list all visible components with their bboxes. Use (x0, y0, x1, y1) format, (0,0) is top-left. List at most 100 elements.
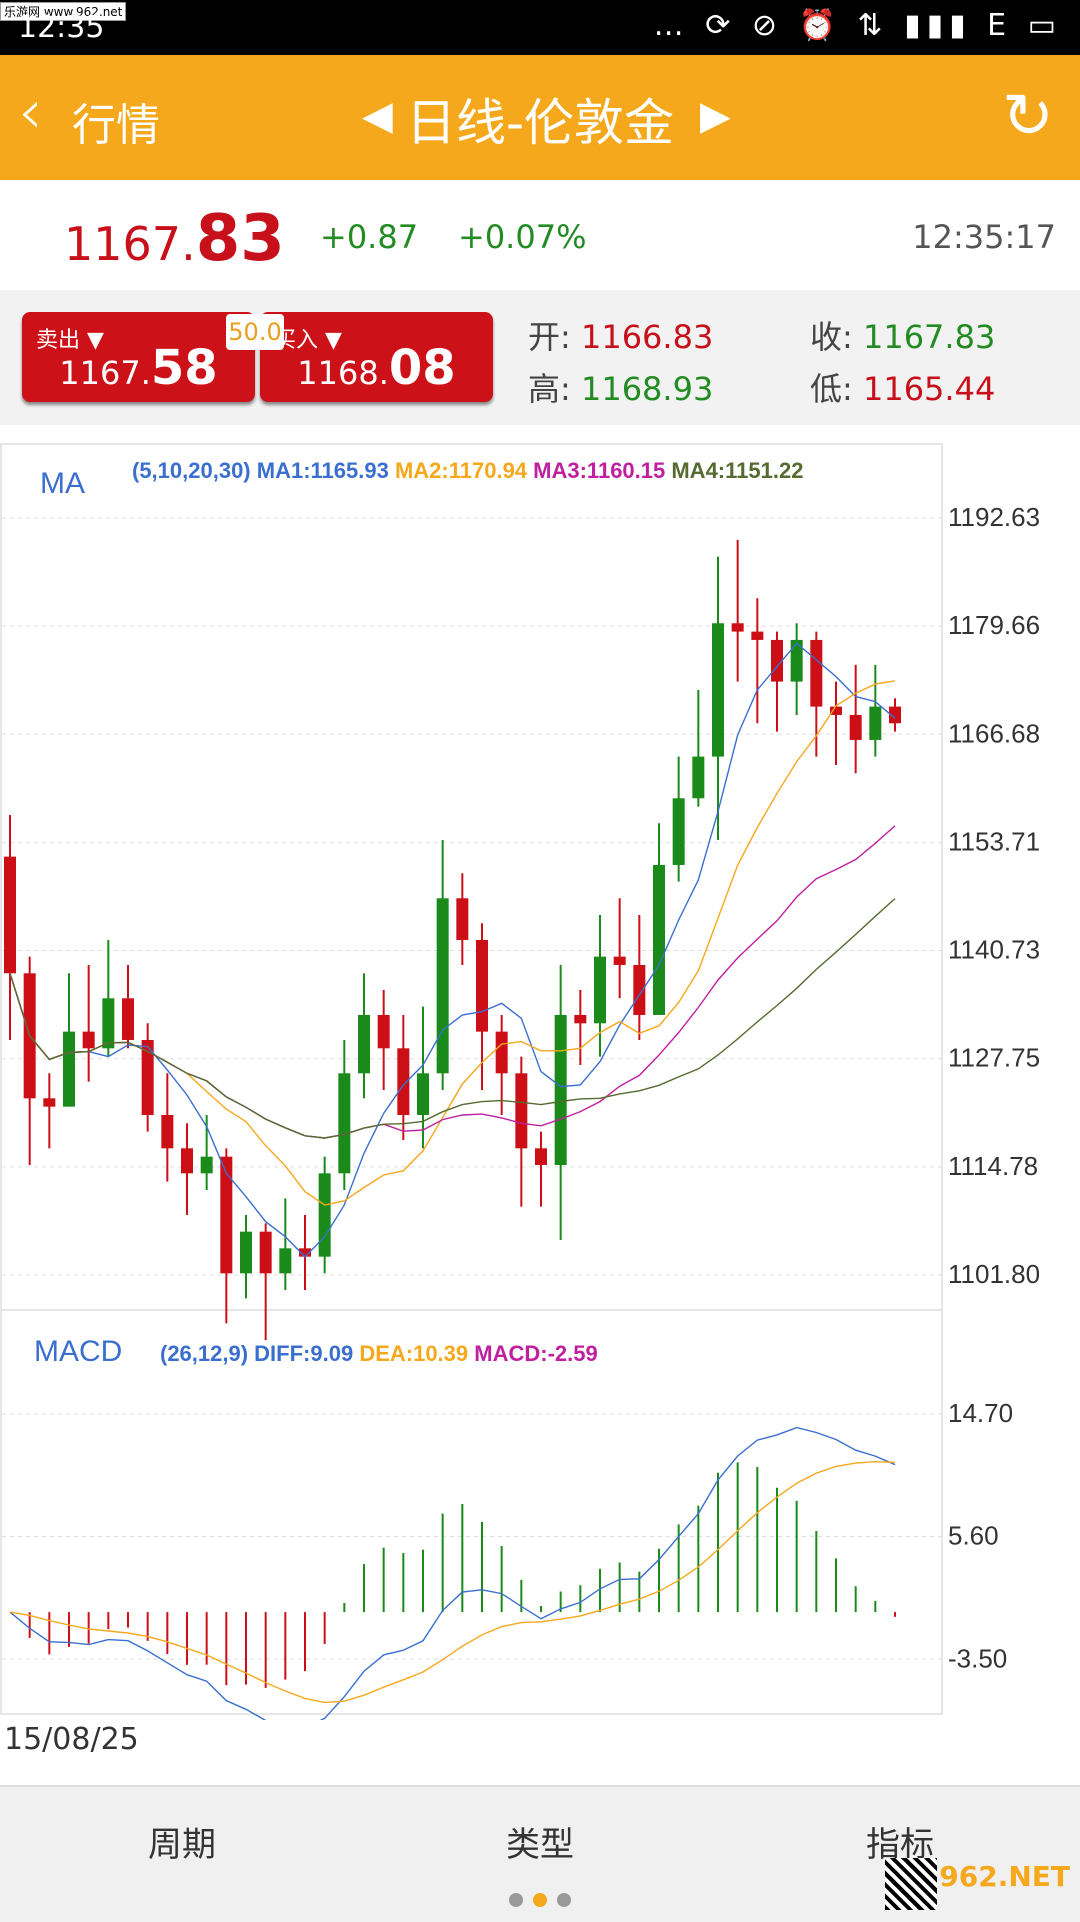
page-title: 日线-伦敦金 (405, 94, 675, 152)
ma-line (9, 680, 896, 1206)
page-indicator (0, 1892, 1080, 1911)
candle-body (122, 998, 134, 1040)
candle-body (830, 706, 842, 715)
candle-body (810, 639, 823, 707)
candle-body (358, 1014, 370, 1074)
prev-chevron-icon[interactable]: ◀ (362, 93, 393, 139)
trade-panel: 卖出 ▼ 1167.58 买入 ▼ 1168.08 50.0 开: 1166.8… (0, 290, 1080, 425)
buy-button[interactable]: 买入 ▼ 1168.08 (260, 312, 493, 402)
nav-period[interactable]: 周期 (148, 1825, 216, 1865)
candle-body (200, 1156, 213, 1174)
candle-body (299, 1248, 311, 1257)
watermark: 乐游网 www.962.net (0, 2, 127, 21)
candle-body (161, 1114, 174, 1149)
status-icons: … ⟳ ⊘ ⏰ ⇅ ▮▮▮ E ▭ (653, 8, 1062, 43)
y-tick-label: 1179.66 (948, 610, 1040, 640)
y-tick-label: 1140.73 (948, 935, 1040, 965)
candle-body (43, 1098, 56, 1107)
candle-body (63, 1031, 75, 1107)
candle-body (476, 939, 488, 1032)
y-tick-label: -3.50 (948, 1643, 1007, 1673)
ma-title: MA (40, 467, 85, 500)
page-dot (557, 1893, 571, 1907)
candle-body (279, 1248, 292, 1274)
y-tick-label: 1127.75 (948, 1043, 1040, 1073)
candle-body (889, 706, 901, 724)
y-tick-label: 14.70 (948, 1398, 1013, 1428)
candle-body (692, 756, 705, 799)
candle-body (751, 631, 764, 640)
candle-body (849, 714, 862, 740)
app-header: ‹ 行情 ◀ 日线-伦敦金 ▶ ↻ (0, 55, 1080, 180)
chart-frame (0, 443, 943, 1715)
macd-title: MACD (34, 1335, 122, 1368)
candle-body (240, 1231, 252, 1274)
y-tick-label: 1101.80 (948, 1259, 1040, 1289)
candle-body (82, 1031, 95, 1049)
page-dot (509, 1893, 523, 1907)
candle-body (535, 1148, 547, 1165)
open-value: 开: 1166.83 (528, 318, 714, 356)
candle-body (436, 898, 449, 1074)
price-dec: 83 (195, 202, 285, 276)
price-change: +0.87 (320, 218, 419, 256)
candle-body (417, 1073, 429, 1115)
candle-body (633, 964, 646, 1015)
sell-button[interactable]: 卖出 ▼ 1167.58 (22, 312, 255, 402)
candle-body (377, 1014, 390, 1049)
chart-svg[interactable]: 1192.63 1179.66 1166.68 1153.71 1140.73 1127.… (0, 443, 1080, 1729)
qr-code-icon (885, 1858, 937, 1910)
spread-badge: 50.0 (226, 314, 284, 350)
y-tick-label: 5.60 (948, 1521, 999, 1551)
status-time: 12:35 (18, 10, 105, 45)
high-value: 高: 1168.93 (528, 370, 714, 408)
candle-body (731, 623, 744, 632)
candle-body (102, 998, 115, 1049)
close-value: 收: 1167.83 (810, 318, 996, 356)
candle-body (712, 623, 724, 757)
current-price: 1167.83 (64, 202, 285, 276)
back-button[interactable]: 行情 (72, 100, 160, 151)
nav-type[interactable]: 类型 (506, 1825, 574, 1865)
price-time: 12:35:17 (912, 218, 1056, 256)
candle-body (397, 1048, 410, 1115)
refresh-icon[interactable]: ↻ (1002, 79, 1054, 152)
candle-body (456, 898, 469, 940)
ma-line (9, 642, 896, 1258)
candle-body (613, 956, 626, 965)
status-bar: 乐游网 www.962.net 12:35 … ⟳ ⊘ ⏰ ⇅ ▮▮▮ E ▭ (0, 0, 1080, 55)
macd-legend: (26,12,9) DIFF:9.09 DEA:10.39 MACD:-2.59 (160, 1341, 598, 1366)
candle-body (574, 1014, 587, 1024)
candle-body (790, 639, 803, 682)
watermark-site: 962.NET (939, 1860, 1070, 1893)
y-tick-label: 1153.71 (948, 826, 1040, 856)
y-tick-label: 1114.78 (948, 1151, 1038, 1181)
candle-body (672, 798, 685, 865)
back-chevron-icon[interactable]: ‹ (18, 75, 43, 148)
candle-body (4, 856, 16, 974)
y-tick-label: 1192.63 (948, 502, 1040, 532)
candle-body (338, 1073, 351, 1174)
candle-body (318, 1173, 331, 1257)
sell-label: 卖出 ▼ (36, 328, 104, 353)
chart-start-date: 15/08/25 (4, 1722, 139, 1757)
candle-body (594, 956, 606, 1024)
diff-line (9, 1426, 896, 1729)
ma-line (9, 898, 896, 1139)
sell-price: 1167.58 (59, 340, 218, 396)
next-chevron-icon[interactable]: ▶ (700, 93, 731, 139)
price-summary: 1167.83 +0.87 +0.07% 12:35:17 (0, 180, 1080, 290)
candle-body (141, 1039, 154, 1115)
price-int: 1167. (64, 217, 196, 271)
candle-body (515, 1073, 528, 1149)
candle-body (495, 1031, 508, 1074)
candle-body (554, 1014, 567, 1165)
candle-body (220, 1156, 233, 1274)
candle-body (259, 1231, 272, 1274)
price-change-pct: +0.07% (458, 218, 587, 256)
candle-body (869, 706, 882, 740)
chart-area[interactable]: 1192.63 1179.66 1166.68 1153.71 1140.73 1127.… (0, 443, 1080, 1729)
dea-line (9, 1460, 896, 1704)
y-tick-label: 1166.68 (948, 718, 1040, 748)
page-dot-active (533, 1893, 547, 1907)
